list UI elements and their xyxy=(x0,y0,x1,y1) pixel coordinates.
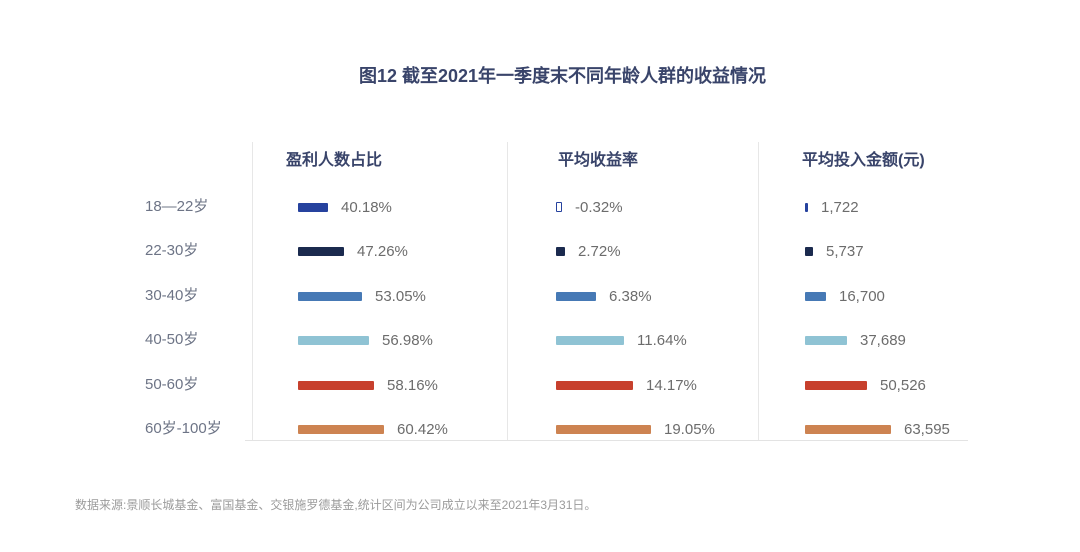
bar-cell: 6.38% xyxy=(556,285,652,307)
age-group-label: 60岁-100岁 xyxy=(145,420,222,437)
value-label: 63,595 xyxy=(904,420,950,438)
bar xyxy=(556,380,633,390)
value-label: 50,526 xyxy=(880,376,926,394)
bar xyxy=(556,424,651,434)
chart-baseline xyxy=(245,440,968,441)
bar-cell: 58.16% xyxy=(298,374,438,396)
column-header-avg-return: 平均收益率 xyxy=(558,152,639,169)
value-label: 11.64% xyxy=(637,331,687,349)
age-group-label: 22-30岁 xyxy=(145,242,199,259)
value-label: 6.38% xyxy=(609,287,652,305)
bar xyxy=(556,202,562,212)
column-divider xyxy=(758,142,759,440)
column-divider xyxy=(507,142,508,440)
bar-cell: 53.05% xyxy=(298,285,426,307)
bar-cell: 37,689 xyxy=(805,329,906,351)
age-group-label: 50-60岁 xyxy=(145,376,199,393)
bar-cell: 14.17% xyxy=(556,374,697,396)
age-group-label: 18—22岁 xyxy=(145,198,209,215)
bar xyxy=(298,335,369,345)
value-label: 19.05% xyxy=(664,420,715,438)
bar xyxy=(805,380,867,390)
bar-cell: 19.05% xyxy=(556,418,715,440)
bar-cell: 60.42% xyxy=(298,418,448,440)
bar-cell: 2.72% xyxy=(556,240,621,262)
value-label: 60.42% xyxy=(397,420,448,438)
value-label: 2.72% xyxy=(578,242,621,260)
bar xyxy=(556,335,624,345)
data-source-note: 数据来源:景顺长城基金、富国基金、交银施罗德基金,统计区间为公司成立以来至202… xyxy=(75,498,597,512)
age-group-label: 40-50岁 xyxy=(145,331,199,348)
age-group-label: 30-40岁 xyxy=(145,287,199,304)
chart-title: 图12 截至2021年一季度末不同年龄人群的收益情况 xyxy=(358,66,767,86)
value-label: -0.32% xyxy=(575,198,623,216)
bar xyxy=(805,291,826,301)
column-header-profit-ratio: 盈利人数占比 xyxy=(286,152,383,169)
bar-cell: 47.26% xyxy=(298,240,408,262)
value-label: 5,737 xyxy=(826,242,864,260)
bar xyxy=(298,246,344,256)
bar xyxy=(298,424,384,434)
bar-cell: 11.64% xyxy=(556,329,687,351)
bar-cell: -0.32% xyxy=(556,196,623,218)
value-label: 1,722 xyxy=(821,198,859,216)
bar xyxy=(556,246,565,256)
chart-row: 60岁-100岁 60.42% 19.05% 63,595 xyxy=(0,418,1080,440)
bar xyxy=(298,380,374,390)
chart-row: 50-60岁 58.16% 14.17% 50,526 xyxy=(0,374,1080,396)
value-label: 37,689 xyxy=(860,331,906,349)
value-label: 58.16% xyxy=(387,376,438,394)
bar-cell: 50,526 xyxy=(805,374,926,396)
bar xyxy=(298,202,328,212)
bar-cell: 56.98% xyxy=(298,329,433,351)
bar xyxy=(298,291,362,301)
bar xyxy=(556,291,596,301)
value-label: 16,700 xyxy=(839,287,885,305)
bar xyxy=(805,202,808,212)
bar xyxy=(805,246,813,256)
bar-cell: 1,722 xyxy=(805,196,859,218)
bar-cell: 63,595 xyxy=(805,418,950,440)
value-label: 14.17% xyxy=(646,376,697,394)
column-divider xyxy=(252,142,253,440)
value-label: 56.98% xyxy=(382,331,433,349)
value-label: 53.05% xyxy=(375,287,426,305)
bar-cell: 16,700 xyxy=(805,285,885,307)
chart-row: 22-30岁 47.26% 2.72% 5,737 xyxy=(0,240,1080,262)
bar-cell: 5,737 xyxy=(805,240,864,262)
bar xyxy=(805,335,847,345)
bar-cell: 40.18% xyxy=(298,196,392,218)
chart-row: 30-40岁 53.05% 6.38% 16,700 xyxy=(0,285,1080,307)
value-label: 47.26% xyxy=(357,242,408,260)
chart-row: 18—22岁 40.18% -0.32% 1,722 xyxy=(0,196,1080,218)
bar xyxy=(805,424,891,434)
column-header-avg-amount: 平均投入金额(元) xyxy=(802,152,925,169)
chart-row: 40-50岁 56.98% 11.64% 37,689 xyxy=(0,329,1080,351)
value-label: 40.18% xyxy=(341,198,392,216)
